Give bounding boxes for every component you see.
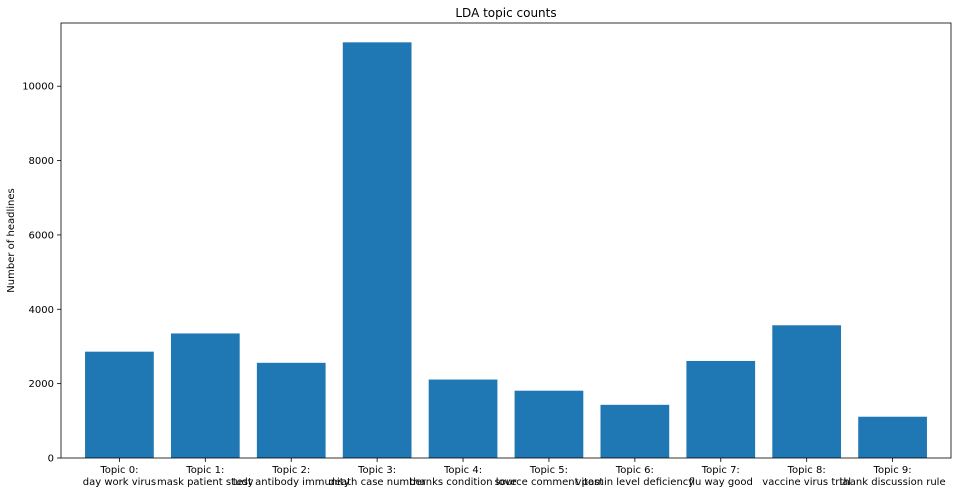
- y-tick-label: 6000: [29, 230, 54, 241]
- y-tick-label: 0: [48, 454, 54, 465]
- x-tick-topic: Topic 0:: [99, 465, 138, 476]
- x-tick-label: Topic 3: death case number: [329, 465, 427, 488]
- x-tick-label: Topic 4: thanks condition love: [409, 465, 516, 488]
- x-tick-terms: thanks condition love: [409, 477, 516, 488]
- y-axis-label: Number of headlines: [6, 188, 17, 292]
- x-tick-topic: Topic 2:: [271, 465, 310, 476]
- bar-topic-7: [686, 360, 756, 458]
- bar-topic-8: [772, 325, 842, 458]
- x-tick-terms: flu way good: [689, 477, 753, 488]
- x-tick-label: Topic 2: test antibody immunity: [233, 465, 350, 488]
- y-tick-label: 8000: [29, 156, 54, 167]
- y-tick-label: 10000: [22, 82, 54, 93]
- bar-topic-2: [256, 362, 326, 458]
- x-tick-terms: test antibody immunity: [233, 477, 350, 488]
- x-tick-terms: day work virus: [83, 477, 156, 488]
- y-tick-label: 4000: [29, 305, 54, 316]
- x-tick-label: Topic 0: day work virus: [83, 465, 156, 488]
- bar-topic-4: [428, 379, 498, 458]
- x-tick-topic: Topic 6:: [615, 465, 654, 476]
- x-tick-label: Topic 1: mask patient study: [157, 465, 254, 488]
- x-tick-topic: Topic 5:: [529, 465, 568, 476]
- x-tick-topic: Topic 4:: [443, 465, 482, 476]
- x-tick-topic: Topic 7:: [701, 465, 740, 476]
- y-tick-label: 2000: [29, 379, 54, 390]
- x-tick-topic: Topic 1:: [185, 465, 224, 476]
- x-tick-terms: vitamin level deficiency: [575, 477, 694, 488]
- bar-topic-9: [858, 416, 927, 458]
- x-tick-terms: death case number: [329, 477, 427, 488]
- bar-topic-0: [85, 351, 154, 458]
- x-tick-topic: Topic 9:: [873, 465, 912, 476]
- x-tick-label: Topic 5: source comment post: [495, 465, 604, 488]
- bar-topic-3: [342, 42, 412, 458]
- x-tick-topic: Topic 3:: [357, 465, 396, 476]
- x-tick-topic: Topic 8:: [787, 465, 826, 476]
- bar-topic-5: [514, 390, 584, 458]
- x-tick-label: Topic 6: vitamin level deficiency: [575, 465, 694, 488]
- bar-topic-6: [600, 404, 670, 458]
- x-tick-terms: source comment post: [495, 477, 604, 488]
- axes-frame: [60, 22, 952, 459]
- x-tick-label: Topic 9: thank discussion rule: [840, 465, 946, 488]
- chart-title: LDA topic counts: [455, 6, 556, 20]
- x-tick-label: Topic 7: flu way good: [689, 465, 753, 488]
- x-tick-terms: thank discussion rule: [840, 477, 946, 488]
- x-tick-terms: mask patient study: [157, 477, 254, 488]
- x-tick-terms: vaccine virus trial: [762, 477, 851, 488]
- bar-topic-1: [170, 333, 240, 458]
- x-tick-label: Topic 8: vaccine virus trial: [762, 465, 851, 488]
